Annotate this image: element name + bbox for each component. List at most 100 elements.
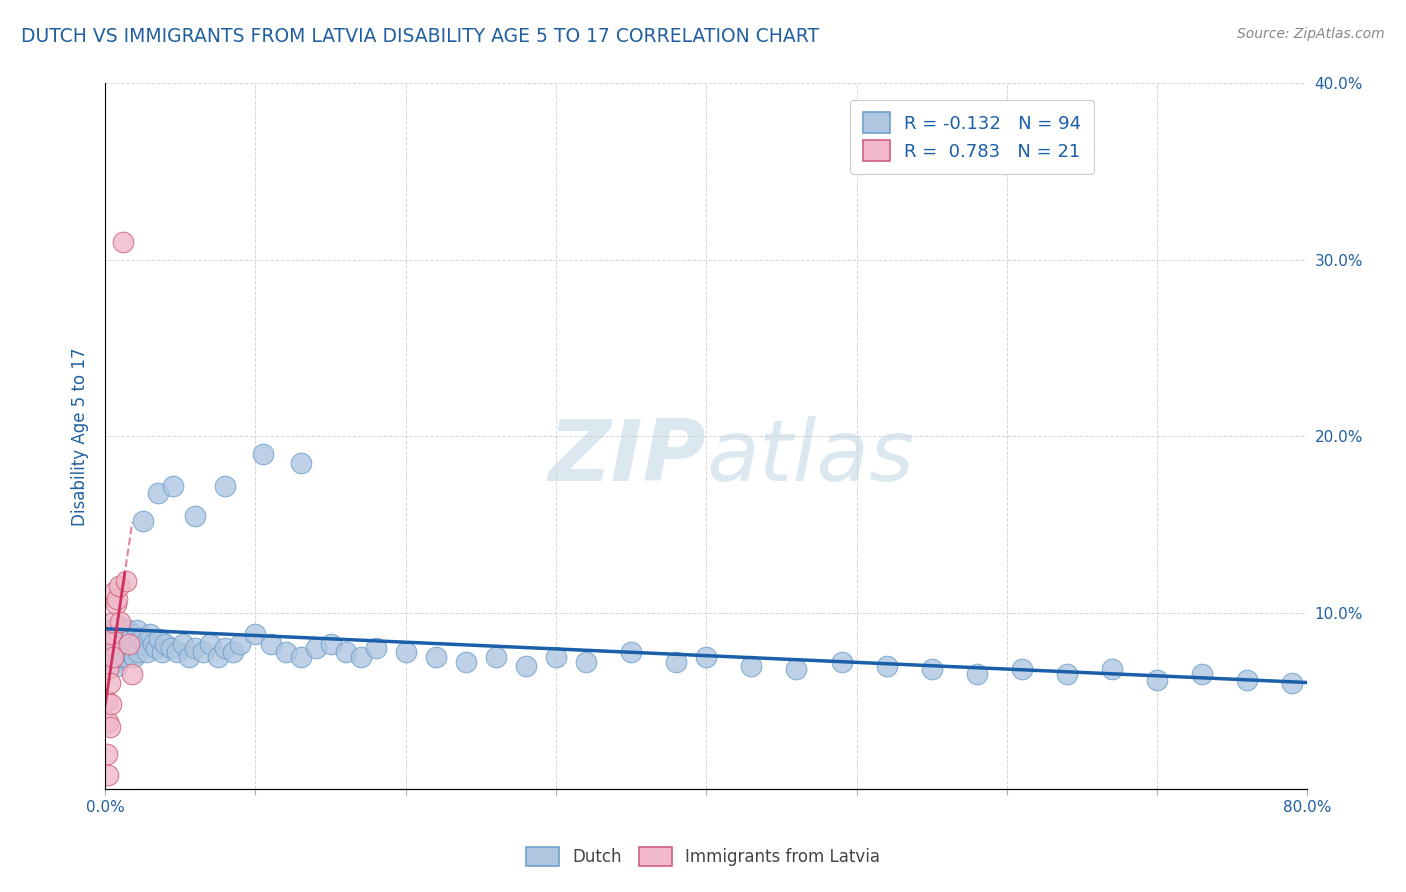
Point (134, 638, 156, 652)
Point (110, 615, 132, 629)
Point (115, 627, 138, 641)
Point (274, 644, 297, 658)
Point (101, 649, 124, 664)
Point (127, 644, 149, 658)
Point (1011, 662, 1033, 676)
Point (155, 638, 177, 652)
Point (319, 638, 342, 652)
Point (111, 640, 134, 655)
Point (1146, 673, 1168, 687)
Point (96, 694, 118, 708)
Point (98, 638, 121, 652)
Point (98, 720, 121, 734)
Point (162, 478, 184, 492)
Point (105, 632, 128, 647)
Point (100, 698, 122, 712)
Point (350, 649, 373, 664)
Point (179, 649, 201, 664)
Point (118, 638, 141, 652)
Point (107, 649, 129, 664)
Point (98, 649, 121, 664)
Point (172, 638, 194, 652)
Point (191, 644, 214, 658)
Point (831, 655, 853, 669)
Point (101, 632, 124, 647)
Point (105, 658, 128, 673)
Point (112, 624, 135, 638)
Text: ZIP: ZIP (548, 416, 706, 499)
Point (114, 644, 136, 658)
Point (290, 649, 312, 664)
Point (485, 649, 508, 664)
Point (166, 644, 188, 658)
Legend: R = -0.132   N = 94, R =  0.783   N = 21: R = -0.132 N = 94, R = 0.783 N = 21 (851, 100, 1094, 174)
Text: Source: ZipAtlas.com: Source: ZipAtlas.com (1237, 27, 1385, 41)
Point (425, 649, 447, 664)
Point (142, 638, 165, 652)
Point (200, 638, 222, 652)
Point (103, 627, 125, 641)
Point (785, 662, 807, 676)
Point (146, 485, 169, 500)
Point (121, 627, 143, 641)
Point (207, 649, 229, 664)
Point (101, 644, 124, 658)
Point (96, 747, 118, 761)
Point (245, 627, 267, 641)
Point (139, 627, 162, 641)
Point (97, 715, 120, 730)
Point (110, 638, 132, 652)
Point (97, 768, 120, 782)
Point (1281, 676, 1303, 690)
Point (259, 638, 281, 652)
Point (120, 640, 142, 655)
Point (105, 591, 128, 606)
Point (110, 620, 132, 634)
Y-axis label: Disability Age 5 to 17: Disability Age 5 to 17 (72, 347, 89, 525)
Text: atlas: atlas (706, 416, 914, 499)
Point (104, 597, 127, 611)
Point (966, 667, 988, 681)
Point (98, 676, 121, 690)
Point (107, 627, 129, 641)
Point (921, 662, 943, 676)
Point (665, 655, 688, 669)
Point (222, 644, 245, 658)
Point (100, 624, 122, 638)
Point (454, 655, 477, 669)
Point (111, 632, 134, 647)
Point (148, 632, 170, 647)
Point (132, 514, 155, 528)
Point (121, 667, 143, 681)
Point (695, 649, 717, 664)
Point (290, 456, 312, 470)
Point (1101, 662, 1123, 676)
Point (544, 649, 567, 664)
Point (129, 632, 152, 647)
Point (117, 624, 139, 638)
Point (1191, 667, 1213, 681)
Point (104, 620, 127, 634)
Point (118, 632, 141, 647)
Point (575, 655, 598, 669)
Point (876, 658, 898, 673)
Legend: Dutch, Immigrants from Latvia: Dutch, Immigrants from Latvia (517, 838, 889, 875)
Point (103, 655, 125, 669)
Point (620, 644, 643, 658)
Point (117, 638, 139, 652)
Point (184, 640, 207, 655)
Point (184, 508, 207, 523)
Point (112, 649, 135, 664)
Point (160, 640, 183, 655)
Point (107, 579, 129, 593)
Point (114, 638, 136, 652)
Point (395, 644, 418, 658)
Point (118, 644, 141, 658)
Point (150, 644, 173, 658)
Point (101, 615, 124, 629)
Point (364, 640, 387, 655)
Point (145, 640, 167, 655)
Point (104, 640, 127, 655)
Point (214, 478, 236, 492)
Point (136, 644, 159, 658)
